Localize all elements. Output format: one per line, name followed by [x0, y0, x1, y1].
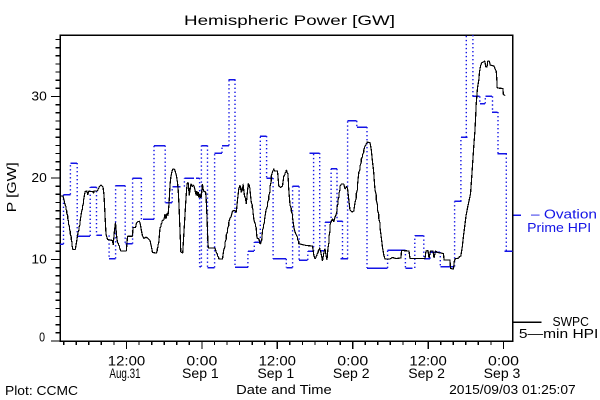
- svg-text:Plot: CCMC: Plot: CCMC: [5, 383, 78, 398]
- svg-text:5—min HPI: 5—min HPI: [519, 326, 599, 341]
- svg-text:Sep 3: Sep 3: [484, 366, 521, 381]
- svg-text:30: 30: [31, 89, 46, 104]
- svg-text:Sep 1: Sep 1: [257, 366, 294, 381]
- svg-text:Hemispheric Power [GW]: Hemispheric Power [GW]: [184, 12, 395, 28]
- svg-text:Date and Time: Date and Time: [236, 382, 332, 397]
- svg-text:0: 0: [39, 329, 45, 344]
- svg-text:20: 20: [31, 170, 46, 185]
- svg-text:0:00: 0:00: [337, 354, 368, 369]
- svg-text:12:00: 12:00: [409, 354, 446, 369]
- svg-text:12:00: 12:00: [259, 354, 296, 369]
- svg-text:12:00: 12:00: [108, 354, 145, 369]
- svg-text:– Ovation: – Ovation: [531, 208, 597, 222]
- svg-text:SWPC: SWPC: [553, 314, 589, 329]
- svg-text:Sep 1: Sep 1: [182, 366, 219, 381]
- svg-text:2015/09/03 01:25:07: 2015/09/03 01:25:07: [449, 382, 576, 397]
- svg-text:10: 10: [31, 252, 46, 267]
- svg-text:Sep 2: Sep 2: [333, 366, 370, 381]
- svg-text:P [GW]: P [GW]: [5, 162, 19, 212]
- svg-text:Sep 2: Sep 2: [408, 366, 445, 381]
- svg-text:Aug.31: Aug.31: [109, 366, 140, 381]
- svg-text:Prime HPI: Prime HPI: [527, 221, 591, 235]
- svg-text:0:00: 0:00: [186, 354, 217, 369]
- svg-text:0:00: 0:00: [488, 354, 519, 369]
